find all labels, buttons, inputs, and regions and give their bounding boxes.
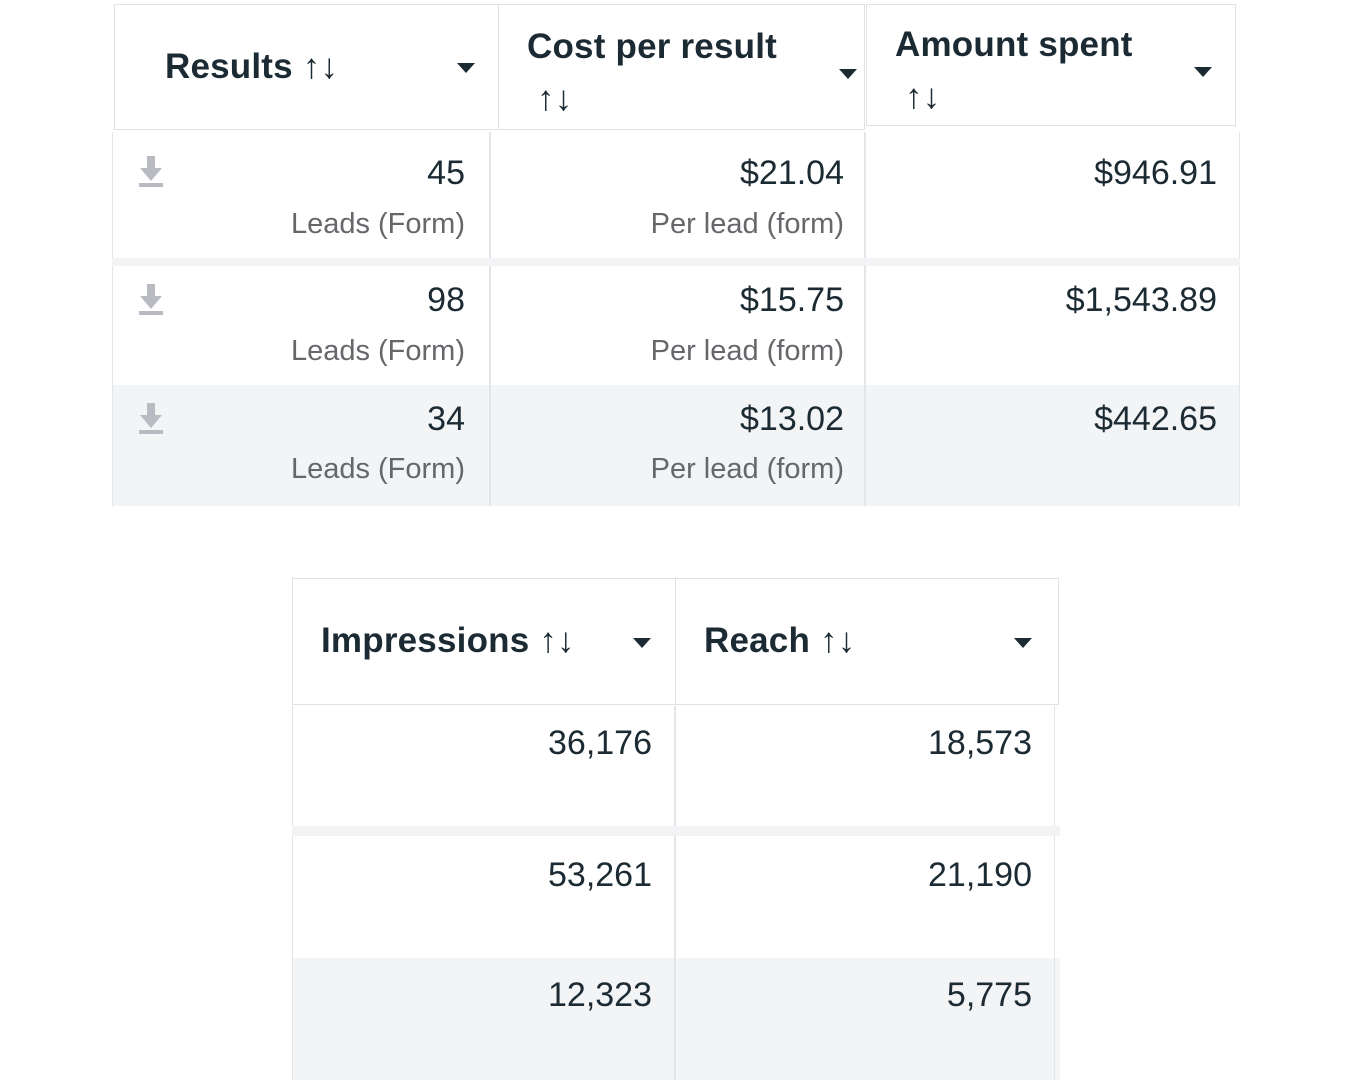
column-header-label: Amount spent	[895, 25, 1133, 64]
cost-cell: $21.04 Per lead (form)	[490, 132, 865, 258]
column-header-label: Impressions ↑↓	[321, 621, 575, 660]
column-header-impressions[interactable]: Impressions ↑↓	[292, 578, 676, 705]
results-value: 98	[427, 281, 465, 319]
spent-cell: $1,543.89	[865, 266, 1240, 385]
cost-type: Per lead (form)	[650, 453, 844, 485]
results-type: Leads (Form)	[290, 453, 465, 485]
table-row: 12,323 5,775	[292, 958, 1060, 1080]
results-type: Leads (Form)	[290, 208, 465, 240]
results-value: 34	[427, 400, 465, 438]
cost-cell: $13.02 Per lead (form)	[490, 385, 865, 506]
results-value: 45	[427, 154, 465, 192]
results-cell: 98 Leads (Form)	[112, 266, 490, 385]
reach-cell: 21,190	[675, 836, 1055, 958]
column-header-results[interactable]: Results ↑↓	[114, 4, 499, 130]
table-row: 45 Leads (Form) $21.04 Per lead (form) $…	[112, 132, 1240, 258]
download-icon[interactable]	[137, 154, 165, 188]
table-row: 98 Leads (Form) $15.75 Per lead (form) $…	[112, 266, 1240, 385]
cost-type: Per lead (form)	[650, 335, 844, 367]
results-cell: 34 Leads (Form)	[112, 385, 490, 506]
sort-icon[interactable]: ↑↓	[302, 47, 339, 86]
reach-value: 21,190	[928, 856, 1032, 894]
spent-value: $946.91	[1094, 154, 1217, 192]
row-divider	[292, 826, 1060, 836]
column-header-reach[interactable]: Reach ↑↓	[675, 578, 1059, 705]
cost-value: $15.75	[740, 281, 844, 319]
impressions-value: 53,261	[548, 856, 652, 894]
impressions-cell: 36,176	[292, 706, 675, 826]
column-header-label: Reach ↑↓	[704, 621, 856, 660]
column-header-amount-spent[interactable]: Amount spent ↑↓	[866, 4, 1236, 126]
table-row: 34 Leads (Form) $13.02 Per lead (form) $…	[112, 385, 1240, 506]
caret-down-icon[interactable]	[1014, 638, 1032, 648]
cost-value: $21.04	[740, 154, 844, 192]
reach-cell: 5,775	[675, 958, 1055, 1080]
spent-value: $442.65	[1094, 400, 1217, 438]
results-cell: 45 Leads (Form)	[112, 132, 490, 258]
sort-icon[interactable]: ↑↓	[539, 621, 575, 660]
column-header-label: Results ↑↓	[165, 47, 339, 86]
download-icon[interactable]	[137, 401, 165, 435]
table-row: 36,176 18,573	[292, 706, 1060, 826]
spent-cell: $442.65	[865, 385, 1240, 506]
caret-down-icon[interactable]	[1194, 67, 1212, 77]
impressions-cell: 53,261	[292, 836, 675, 958]
row-divider	[112, 258, 1240, 266]
cost-value: $13.02	[740, 400, 844, 438]
sort-icon[interactable]: ↑↓	[905, 77, 941, 116]
caret-down-icon[interactable]	[457, 63, 475, 73]
caret-down-icon[interactable]	[633, 638, 651, 648]
cost-type: Per lead (form)	[650, 208, 844, 240]
spent-cell: $946.91	[865, 132, 1240, 258]
impressions-cell: 12,323	[292, 958, 675, 1080]
reach-cell: 18,573	[675, 706, 1055, 826]
column-header-label: Cost per result	[527, 27, 777, 66]
reach-value: 18,573	[928, 724, 1032, 762]
download-icon[interactable]	[137, 282, 165, 316]
sort-icon[interactable]: ↑↓	[537, 79, 573, 118]
caret-down-icon[interactable]	[839, 69, 857, 79]
impressions-value: 36,176	[548, 724, 652, 762]
column-header-cost-per-result[interactable]: Cost per result ↑↓	[498, 4, 865, 130]
sort-icon[interactable]: ↑↓	[820, 621, 856, 660]
cost-cell: $15.75 Per lead (form)	[490, 266, 865, 385]
reach-value: 5,775	[946, 976, 1032, 1014]
results-type: Leads (Form)	[290, 335, 465, 367]
impressions-value: 12,323	[548, 976, 652, 1014]
spent-value: $1,543.89	[1065, 281, 1217, 319]
table-row: 53,261 21,190	[292, 836, 1060, 958]
